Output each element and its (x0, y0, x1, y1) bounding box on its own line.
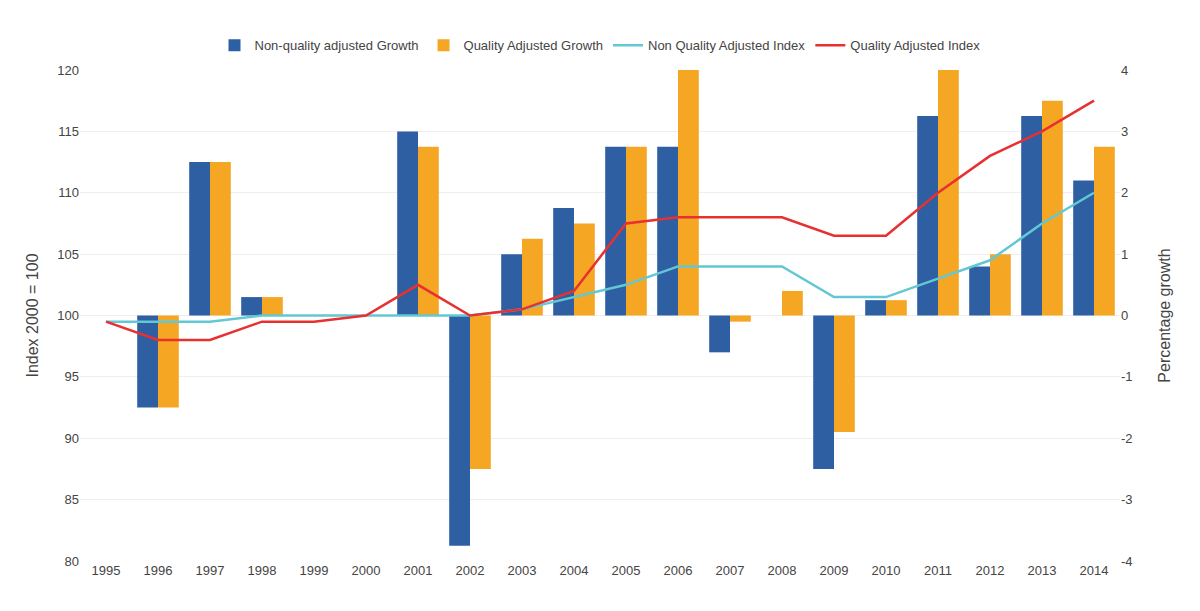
svg-text:2012: 2012 (976, 563, 1005, 578)
svg-text:1999: 1999 (300, 563, 329, 578)
svg-text:80: 80 (65, 554, 79, 569)
svg-text:1996: 1996 (144, 563, 173, 578)
svg-text:Percentage growth: Percentage growth (1156, 248, 1173, 382)
svg-text:2006: 2006 (664, 563, 693, 578)
svg-text:2005: 2005 (612, 563, 641, 578)
svg-text:2000: 2000 (352, 563, 381, 578)
svg-text:Non Quality Adjusted Index: Non Quality Adjusted Index (648, 38, 805, 53)
svg-text:2002: 2002 (456, 563, 485, 578)
svg-text:4: 4 (1121, 63, 1128, 78)
svg-text:Index 2000 = 100: Index 2000 = 100 (24, 253, 41, 377)
svg-text:115: 115 (58, 124, 79, 139)
svg-text:2011: 2011 (924, 563, 952, 578)
svg-text:105: 105 (57, 247, 79, 262)
svg-text:95: 95 (65, 369, 79, 384)
svg-text:2008: 2008 (768, 563, 797, 578)
svg-text:-2: -2 (1121, 431, 1133, 446)
svg-text:-3: -3 (1121, 492, 1133, 507)
svg-text:120: 120 (57, 63, 79, 78)
svg-text:85: 85 (65, 492, 79, 507)
svg-text:1995: 1995 (92, 563, 121, 578)
svg-text:2: 2 (1121, 185, 1128, 200)
svg-text:2007: 2007 (716, 563, 745, 578)
svg-text:2010: 2010 (872, 563, 901, 578)
svg-text:-4: -4 (1121, 554, 1133, 569)
svg-text:2009: 2009 (820, 563, 849, 578)
svg-text:Quality Adjusted Index: Quality Adjusted Index (850, 38, 980, 53)
svg-text:0: 0 (1121, 308, 1128, 323)
svg-text:90: 90 (65, 431, 79, 446)
svg-text:2014: 2014 (1080, 563, 1109, 578)
svg-text:1997: 1997 (196, 563, 225, 578)
svg-text:2003: 2003 (508, 563, 537, 578)
svg-text:2001: 2001 (404, 563, 433, 578)
svg-text:-1: -1 (1121, 369, 1133, 384)
svg-text:2004: 2004 (560, 563, 589, 578)
svg-text:Quality Adjusted Growth: Quality Adjusted Growth (464, 38, 603, 53)
svg-text:110: 110 (58, 185, 79, 200)
svg-text:2013: 2013 (1028, 563, 1057, 578)
svg-text:1998: 1998 (248, 563, 277, 578)
svg-text:Non-quality adjusted Growth: Non-quality adjusted Growth (255, 38, 419, 53)
svg-text:3: 3 (1121, 124, 1128, 139)
svg-text:100: 100 (57, 308, 79, 323)
svg-text:1: 1 (1121, 247, 1128, 262)
